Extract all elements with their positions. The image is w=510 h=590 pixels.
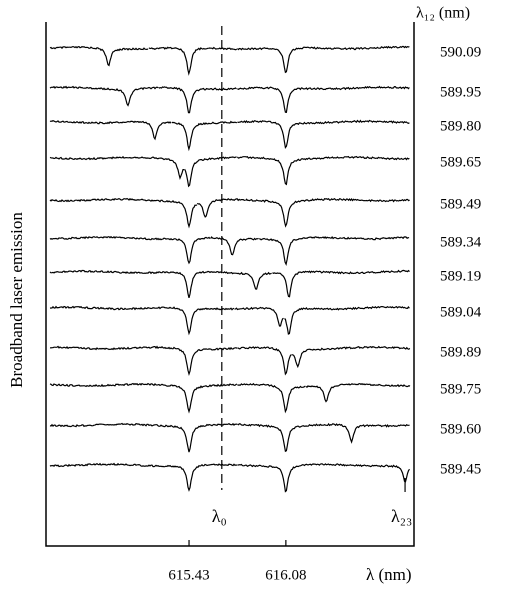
trace-segment [49,269,223,299]
series-header: λ₁₂ (nm) [416,5,470,22]
trace-segment [245,197,410,228]
series-label: 589.80 [440,118,481,134]
series-label: 589.60 [440,421,481,437]
trace-segment [49,462,238,492]
trace-segment [236,155,410,186]
trace-segment [49,85,159,107]
trace-segment [49,422,238,453]
series-label: 589.65 [440,154,481,170]
trace-segment [49,197,198,229]
series-label: 589.34 [440,234,482,250]
series-label: 589.45 [440,461,481,477]
trace-segment [259,235,410,267]
trace-segment [196,198,246,218]
trace-segment [272,269,410,298]
trace-segment [318,422,410,444]
trace-segment [210,236,259,256]
annotation: λ₀ [212,506,227,526]
x-tick-label: 616.08 [265,567,306,583]
trace-segment [184,156,237,188]
trace-segment [237,346,292,376]
trace-segment [49,382,238,414]
trace-segment [49,305,235,336]
trace-segment [158,86,237,114]
trace-segment [222,271,272,290]
trace-segment [237,423,319,453]
trace-segment [49,155,184,180]
trace-segment [291,345,411,369]
series-label: 589.49 [440,196,481,212]
y-axis-label: Broadband laser emission [7,212,26,388]
trace-segment [284,305,410,335]
x-tick-label: 615.43 [168,567,209,583]
trace-segment [49,45,149,67]
series-label: 589.19 [440,268,481,284]
trace-segment [345,463,410,483]
series-label: 589.95 [440,84,481,100]
trace-segment [49,345,238,377]
trace-segment [234,306,284,327]
trace-segment [171,120,238,152]
series-label: 589.75 [440,381,481,397]
trace-segment [237,85,410,113]
trace-segment [237,119,410,150]
trace-segment [237,382,306,414]
trace-segment [148,46,238,76]
plot-frame [45,22,415,547]
trace-segment [49,120,172,141]
x-axis-label: λ (nm) [366,565,412,584]
trace-segment [236,45,410,74]
trace-segment [305,382,411,403]
trace-segment [237,463,346,493]
annotation: λ₂₃ [391,506,412,526]
series-label: 589.89 [440,344,481,360]
series-label: 590.09 [440,44,481,60]
series-label: 589.04 [440,304,482,320]
trace-segment [49,235,211,265]
